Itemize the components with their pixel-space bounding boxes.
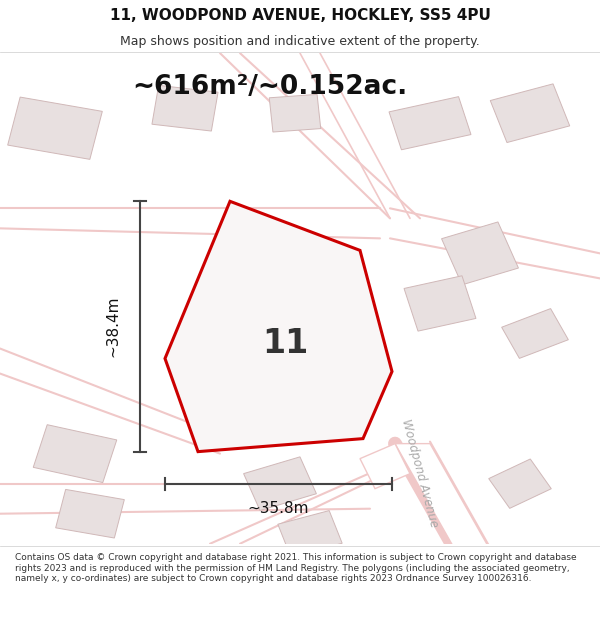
Text: ~38.4m: ~38.4m [106,296,121,358]
Polygon shape [502,309,568,358]
Polygon shape [165,201,392,452]
Polygon shape [269,94,321,132]
Polygon shape [244,457,316,511]
Text: 11: 11 [262,327,308,360]
Polygon shape [490,84,570,142]
Polygon shape [33,425,117,483]
Text: 11, WOODPOND AVENUE, HOCKLEY, SS5 4PU: 11, WOODPOND AVENUE, HOCKLEY, SS5 4PU [110,8,490,23]
Polygon shape [442,222,518,285]
Polygon shape [278,511,342,557]
Polygon shape [152,86,218,131]
Polygon shape [389,97,471,150]
Polygon shape [395,444,515,594]
Polygon shape [56,489,124,538]
Text: Woodpond Avenue: Woodpond Avenue [399,418,441,529]
Text: ~35.8m: ~35.8m [248,501,309,516]
Polygon shape [489,459,551,508]
Polygon shape [360,444,410,489]
Text: Contains OS data © Crown copyright and database right 2021. This information is : Contains OS data © Crown copyright and d… [15,554,577,583]
Text: ~616m²/~0.152ac.: ~616m²/~0.152ac. [133,74,407,101]
Text: Map shows position and indicative extent of the property.: Map shows position and indicative extent… [120,35,480,48]
Polygon shape [8,97,103,159]
Polygon shape [404,276,476,331]
